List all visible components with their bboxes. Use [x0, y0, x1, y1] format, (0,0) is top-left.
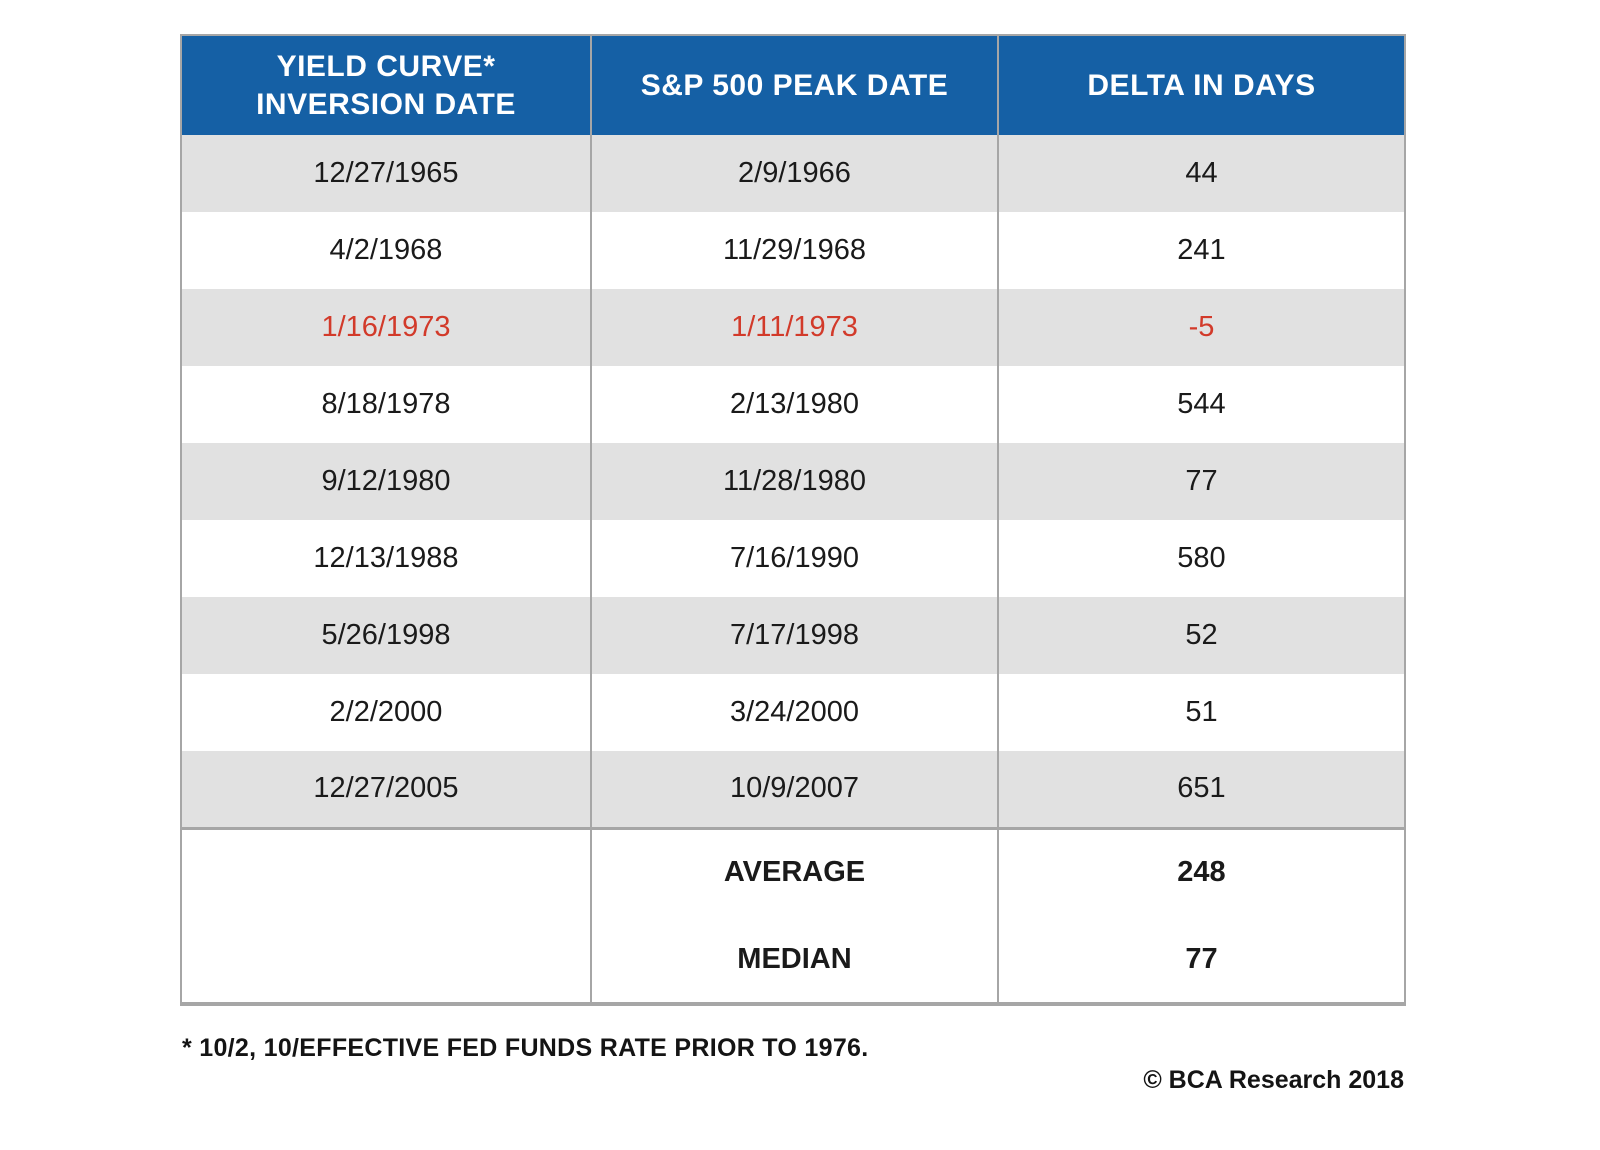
summary-value-average: 248 — [997, 826, 1405, 916]
table-row: 9/12/1980 11/28/1980 77 — [181, 443, 1405, 520]
cell-inversion-date: 12/13/1988 — [181, 520, 591, 597]
cell-inversion-date: 12/27/1965 — [181, 135, 591, 212]
summary-value-median: 77 — [997, 916, 1405, 1004]
cell-peak-date: 1/11/1973 — [590, 289, 998, 366]
cell-peak-date: 7/17/1998 — [590, 597, 998, 674]
table-row: 12/27/2005 10/9/2007 651 — [181, 751, 1405, 828]
cell-inversion-date: 12/27/2005 — [181, 751, 591, 828]
cell-peak-date: 3/24/2000 — [590, 674, 998, 751]
header-line-1: YIELD CURVE* — [276, 50, 496, 83]
cell-peak-date: 10/9/2007 — [590, 751, 998, 828]
cell-inversion-date: 1/16/1973 — [181, 289, 591, 366]
summary-label-average: AVERAGE — [590, 826, 998, 916]
cell-peak-date: 7/16/1990 — [590, 520, 998, 597]
column-header-delta-days: DELTA IN DAYS — [997, 35, 1405, 135]
table-row: 8/18/1978 2/13/1980 544 — [181, 366, 1405, 443]
cell-peak-date: 2/9/1966 — [590, 135, 998, 212]
cell-delta-days: 51 — [997, 674, 1405, 751]
cell-delta-days: 651 — [997, 751, 1405, 828]
table-row: 4/2/1968 11/29/1968 241 — [181, 212, 1405, 289]
cell-inversion-date: 4/2/1968 — [181, 212, 591, 289]
copyright-credit: © BCA Research 2018 — [1143, 1066, 1404, 1094]
cell-delta-days: 44 — [997, 135, 1405, 212]
column-header-peak-date: S&P 500 PEAK DATE — [590, 35, 998, 135]
cell-delta-days: -5 — [997, 289, 1405, 366]
table-row: 2/2/2000 3/24/2000 51 — [181, 674, 1405, 751]
cell-inversion-date: 9/12/1980 — [181, 443, 591, 520]
cell-inversion-date: 2/2/2000 — [181, 674, 591, 751]
cell-delta-days: 580 — [997, 520, 1405, 597]
yield-curve-table: YIELD CURVE* INVERSION DATE S&P 500 PEAK… — [180, 34, 1406, 1006]
table-row: 12/27/1965 2/9/1966 44 — [181, 135, 1405, 212]
cell-inversion-date: 8/18/1978 — [181, 366, 591, 443]
table-row: 12/13/1988 7/16/1990 580 — [181, 520, 1405, 597]
cell-delta-days: 77 — [997, 443, 1405, 520]
header-row: YIELD CURVE* INVERSION DATE S&P 500 PEAK… — [181, 35, 1405, 135]
summary-row-median: MEDIAN 77 — [181, 916, 1405, 1004]
table-row-highlighted: 1/16/1973 1/11/1973 -5 — [181, 289, 1405, 366]
footnote: * 10/2, 10/EFFECTIVE FED FUNDS RATE PRIO… — [182, 1034, 869, 1062]
cell-delta-days: 52 — [997, 597, 1405, 674]
column-header-inversion-date: YIELD CURVE* INVERSION DATE — [181, 35, 591, 135]
cell-peak-date: 11/29/1968 — [590, 212, 998, 289]
table-row: 5/26/1998 7/17/1998 52 — [181, 597, 1405, 674]
cell-peak-date: 11/28/1980 — [590, 443, 998, 520]
summary-empty-cell — [181, 826, 591, 1004]
cell-delta-days: 241 — [997, 212, 1405, 289]
summary-row-average: AVERAGE 248 — [181, 826, 1405, 1004]
cell-peak-date: 2/13/1980 — [590, 366, 998, 443]
summary-label-median: MEDIAN — [590, 916, 998, 1004]
cell-inversion-date: 5/26/1998 — [181, 597, 591, 674]
cell-delta-days: 544 — [997, 366, 1405, 443]
header-line-2: INVERSION DATE — [256, 87, 516, 121]
